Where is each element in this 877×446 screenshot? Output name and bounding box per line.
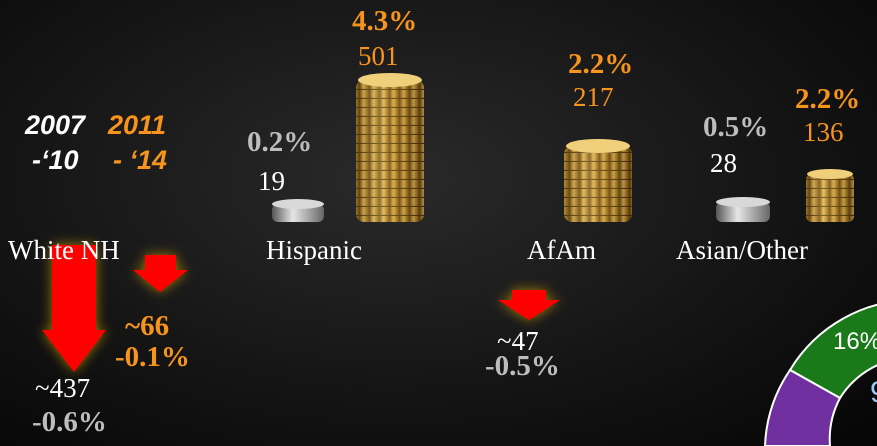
group-label: Hispanic	[266, 235, 362, 265]
percent: 4.3%	[352, 5, 418, 37]
change-value: ~47	[497, 326, 539, 356]
count: 19	[258, 166, 285, 196]
donut-center: 9	[870, 378, 877, 408]
period-header: 2011	[108, 110, 167, 140]
count: 28	[710, 148, 737, 178]
group-label: AfAm	[527, 235, 596, 265]
coin-stack-gold	[356, 73, 424, 222]
coin-stack-gold	[806, 169, 854, 222]
percent: 0.5%	[703, 111, 769, 143]
change-value: ~437	[35, 373, 91, 403]
change-percent: -0.1%	[115, 341, 190, 373]
period-header: -‘10	[32, 145, 79, 175]
arrow-down	[42, 245, 106, 372]
donut-label: 16%	[833, 328, 877, 355]
period-header: 2007	[25, 110, 86, 140]
change-value: ~66	[125, 310, 170, 342]
count: 136	[803, 117, 844, 147]
arrow-down	[498, 290, 560, 320]
coin-stack-gold	[564, 139, 632, 222]
change-percent: -0.6%	[32, 406, 107, 438]
donut	[763, 303, 877, 446]
group-label: Asian/Other	[676, 235, 808, 265]
period-header: - ‘14	[113, 145, 168, 175]
count: 501	[358, 41, 399, 71]
percent: 2.2%	[568, 48, 634, 80]
arrow-down	[133, 255, 188, 292]
percent: 0.2%	[247, 126, 313, 158]
percent: 2.2%	[795, 83, 861, 115]
coin-stack-silver	[272, 199, 324, 222]
group-label: White NH	[8, 235, 120, 265]
coin-stack-silver	[716, 197, 770, 222]
count: 217	[573, 82, 614, 112]
change-percent: -0.5%	[485, 350, 560, 382]
